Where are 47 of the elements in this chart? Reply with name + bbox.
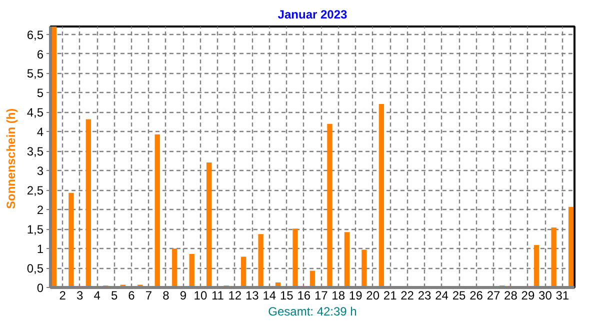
chart-title: Januar 2023 [278,8,348,22]
x-axis-title: Gesamt: 42:39 h [268,304,357,318]
y-tick-label: 0 [36,281,44,295]
y-tick-label: 2,5 [26,184,44,198]
x-tick-label: 26 [470,288,484,302]
y-tick-label: 1,5 [26,222,44,237]
x-tick-label: 11 [211,288,224,302]
x-tick-label: 13 [245,288,260,302]
x-tick-label: 15 [280,288,294,302]
x-tick-label: 12 [228,288,242,302]
y-tick-label: 5 [36,86,44,100]
y-tick-label: 5,5 [26,66,44,81]
x-tick-label: 4 [94,288,101,302]
y-tick-label: 6,5 [26,28,44,42]
x-tick-label: 31 [556,288,570,302]
y-tick-label: 6 [36,47,44,62]
y-tick-label: 1 [36,242,44,256]
x-tick-label: 27 [486,288,500,302]
y-tick-label: 3 [36,164,44,178]
x-tick-label: 18 [332,288,346,302]
x-tick-label: 7 [145,288,152,302]
y-tick-label: 3,5 [26,144,44,159]
y-tick-label: 0,5 [26,262,44,276]
x-tick-label: 30 [538,288,552,302]
x-tick-label: 29 [521,288,535,302]
x-tick-label: 25 [452,288,466,302]
x-tick-label: 5 [110,288,118,302]
y-tick-label: 2 [36,203,44,218]
x-tick-label: 24 [435,288,449,302]
x-tick-label: 23 [418,288,432,302]
x-tick-label: 8 [162,288,170,302]
x-tick-label: 2 [59,288,66,302]
x-tick-label: 3 [76,288,84,302]
y-tick-label: 4,5 [26,106,44,120]
y-tick-label: 4 [36,125,44,140]
x-tick-label: 9 [180,288,187,302]
x-tick-label: 19 [348,288,363,302]
y-axis-title: Sonnenschein (h) [4,108,18,209]
x-tick-label: 21 [383,288,398,302]
x-tick-label: 16 [297,288,311,302]
x-tick-label: 28 [504,288,518,302]
x-tick-label: 17 [314,288,328,302]
x-tick-label: 10 [194,288,208,302]
x-tick-label: 20 [366,288,380,302]
x-tick-label: 14 [262,288,276,302]
x-tick-label: 6 [128,288,136,302]
x-tick-label: 22 [400,288,414,302]
